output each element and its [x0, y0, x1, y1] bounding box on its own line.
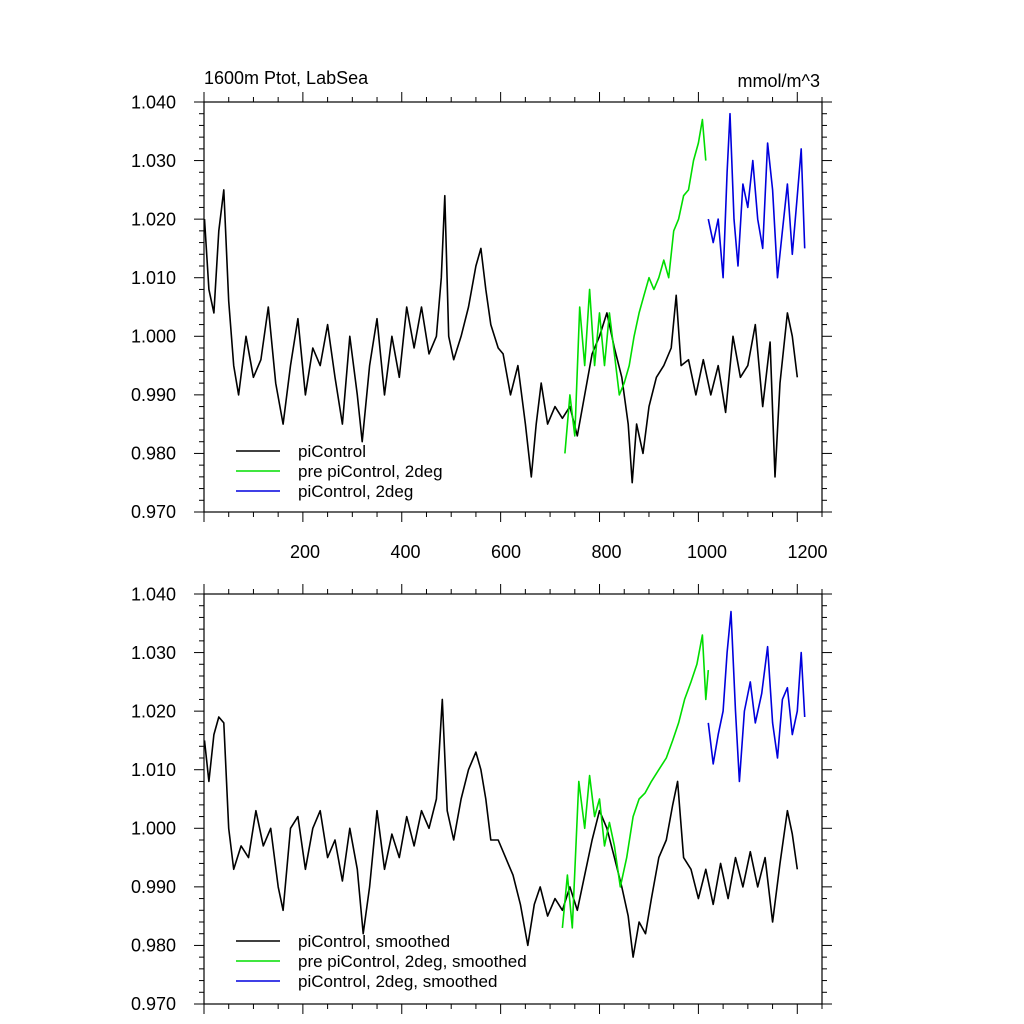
legend: piControl pre piControl, 2deg piControl,… [236, 442, 443, 501]
tick-marks [194, 584, 832, 1014]
series-line [707, 112, 806, 279]
y-tick-label: 1.010 [131, 268, 176, 288]
series-line [707, 610, 806, 783]
x-tick-label: 400 [390, 542, 420, 562]
legend-label: pre piControl, 2deg, smoothed [298, 952, 527, 971]
legend-label: piControl, 2deg [298, 482, 413, 501]
y-tick-label: 0.990 [131, 877, 176, 897]
y-tick-label: 1.040 [131, 585, 176, 605]
y-tick-label: 0.980 [131, 936, 176, 956]
x-tick-label: 600 [491, 542, 521, 562]
top-panel: 1600m Ptot, LabSea mmol/m^3 0.970 0.980 … [131, 68, 832, 562]
legend-label: piControl, smoothed [298, 932, 450, 951]
chart-title: 1600m Ptot, LabSea [204, 68, 369, 88]
y-tick-label: 1.030 [131, 643, 176, 663]
y-tick-label: 1.000 [131, 327, 176, 347]
y-tick-label: 1.010 [131, 760, 176, 780]
y-tick-label: 0.970 [131, 502, 176, 522]
y-tick-label: 1.040 [131, 93, 176, 113]
series-group [203, 112, 806, 484]
y-tick-label: 1.020 [131, 210, 176, 230]
x-tick-label: 200 [290, 542, 320, 562]
y-tick-label: 1.000 [131, 819, 176, 839]
units-label: mmol/m^3 [738, 71, 820, 91]
plot-frame [203, 593, 823, 1005]
bottom-panel: 0.970 0.980 0.990 1.000 1.010 1.020 1.03… [131, 584, 832, 1014]
tick-marks [194, 92, 832, 522]
y-tick-label: 0.970 [131, 994, 176, 1014]
y-tick-label: 1.020 [131, 702, 176, 722]
legend-label: piControl [298, 442, 366, 461]
series-group [203, 610, 806, 958]
series-line [564, 118, 707, 454]
y-tick-label: 0.990 [131, 385, 176, 405]
y-axis-labels: 0.970 0.980 0.990 1.000 1.010 1.020 1.03… [131, 93, 176, 523]
series-line [203, 698, 799, 958]
legend: piControl, smoothed pre piControl, 2deg,… [236, 932, 527, 991]
y-tick-label: 0.980 [131, 444, 176, 464]
plot-frame [203, 101, 823, 513]
x-tick-label: 1200 [787, 542, 827, 562]
legend-label: piControl, 2deg, smoothed [298, 972, 497, 991]
series-line [561, 634, 710, 929]
y-tick-label: 1.030 [131, 151, 176, 171]
y-axis-labels: 0.970 0.980 0.990 1.000 1.010 1.020 1.03… [131, 585, 176, 1015]
x-axis-labels: 200 400 600 800 1000 1200 [290, 542, 828, 562]
x-tick-label: 800 [591, 542, 621, 562]
series-line [203, 189, 799, 484]
legend-label: pre piControl, 2deg [298, 462, 443, 481]
x-tick-label: 1000 [687, 542, 727, 562]
